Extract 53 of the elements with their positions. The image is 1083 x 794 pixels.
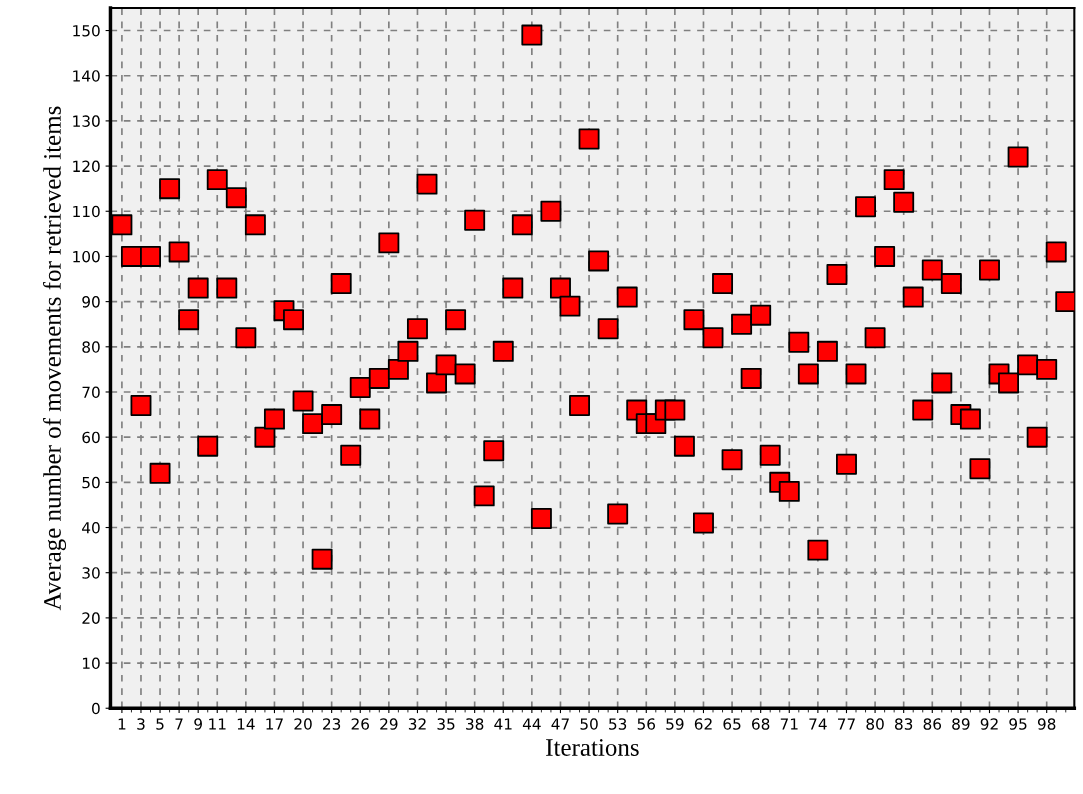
x-tick-label: 20 bbox=[294, 718, 312, 730]
x-tick-label: 68 bbox=[752, 718, 770, 730]
y-tick-label: 150 bbox=[73, 25, 100, 37]
x-tick-label: 95 bbox=[1009, 718, 1027, 730]
x-tick-label: 80 bbox=[866, 718, 884, 730]
y-tick-label: 30 bbox=[82, 567, 100, 579]
y-tick-label: 20 bbox=[82, 612, 100, 624]
x-tick-label: 71 bbox=[780, 718, 798, 730]
x-tick-label: 83 bbox=[895, 718, 913, 730]
x-tick-label: 56 bbox=[637, 718, 656, 730]
x-tick-label: 77 bbox=[838, 718, 855, 730]
x-tick-label: 11 bbox=[209, 718, 226, 730]
x-tick-label: 59 bbox=[666, 718, 684, 730]
y-tick-label: 40 bbox=[82, 521, 100, 534]
y-tick-label: 130 bbox=[73, 115, 100, 127]
x-tick-label: 35 bbox=[437, 718, 455, 730]
x-tick-label: 23 bbox=[323, 718, 341, 730]
x-tick-label: 53 bbox=[609, 718, 627, 730]
x-tick-label: 7 bbox=[175, 718, 183, 730]
x-tick-label: 29 bbox=[380, 718, 398, 730]
x-tick-label: 89 bbox=[952, 718, 970, 730]
y-tick-label: 120 bbox=[73, 160, 100, 173]
y-axis-title: Average number of movements for retrieved items bbox=[43, 106, 67, 611]
y-tick-label: 140 bbox=[73, 70, 100, 82]
x-tick-label: 65 bbox=[723, 718, 741, 730]
y-tick-label: 100 bbox=[73, 250, 100, 263]
y-tick-label: 0 bbox=[92, 702, 100, 715]
x-axis-title: Iterations bbox=[546, 739, 639, 756]
y-tick-label: 90 bbox=[82, 296, 100, 308]
x-tick-label: 14 bbox=[237, 718, 255, 730]
x-tick-label: 38 bbox=[466, 718, 484, 730]
y-tick-label: 80 bbox=[82, 341, 100, 353]
y-tick-label: 50 bbox=[82, 476, 100, 489]
x-tick-label: 1 bbox=[118, 718, 126, 730]
x-tick-label: 32 bbox=[408, 718, 426, 730]
x-tick-label: 47 bbox=[551, 718, 569, 730]
x-tick-label: 74 bbox=[809, 718, 827, 730]
y-tick-label: 10 bbox=[82, 657, 100, 670]
y-tick-label: 60 bbox=[82, 431, 100, 444]
x-tick-label: 44 bbox=[522, 718, 541, 730]
y-tick-label: 110 bbox=[73, 205, 100, 218]
x-tick-label: 50 bbox=[580, 718, 598, 730]
x-tick-label: 17 bbox=[266, 718, 283, 730]
x-tick-label: 3 bbox=[137, 718, 145, 730]
x-tick-label: 62 bbox=[694, 718, 712, 730]
x-tick-label: 41 bbox=[494, 718, 512, 730]
x-tick-label: 86 bbox=[923, 718, 942, 730]
x-tick-label: 26 bbox=[351, 718, 370, 730]
x-tick-label: 92 bbox=[980, 718, 998, 730]
x-tick-label: 9 bbox=[194, 718, 202, 730]
x-tick-label: 5 bbox=[156, 718, 164, 730]
y-tick-label: 70 bbox=[82, 386, 100, 398]
x-tick-label: 98 bbox=[1037, 718, 1056, 730]
